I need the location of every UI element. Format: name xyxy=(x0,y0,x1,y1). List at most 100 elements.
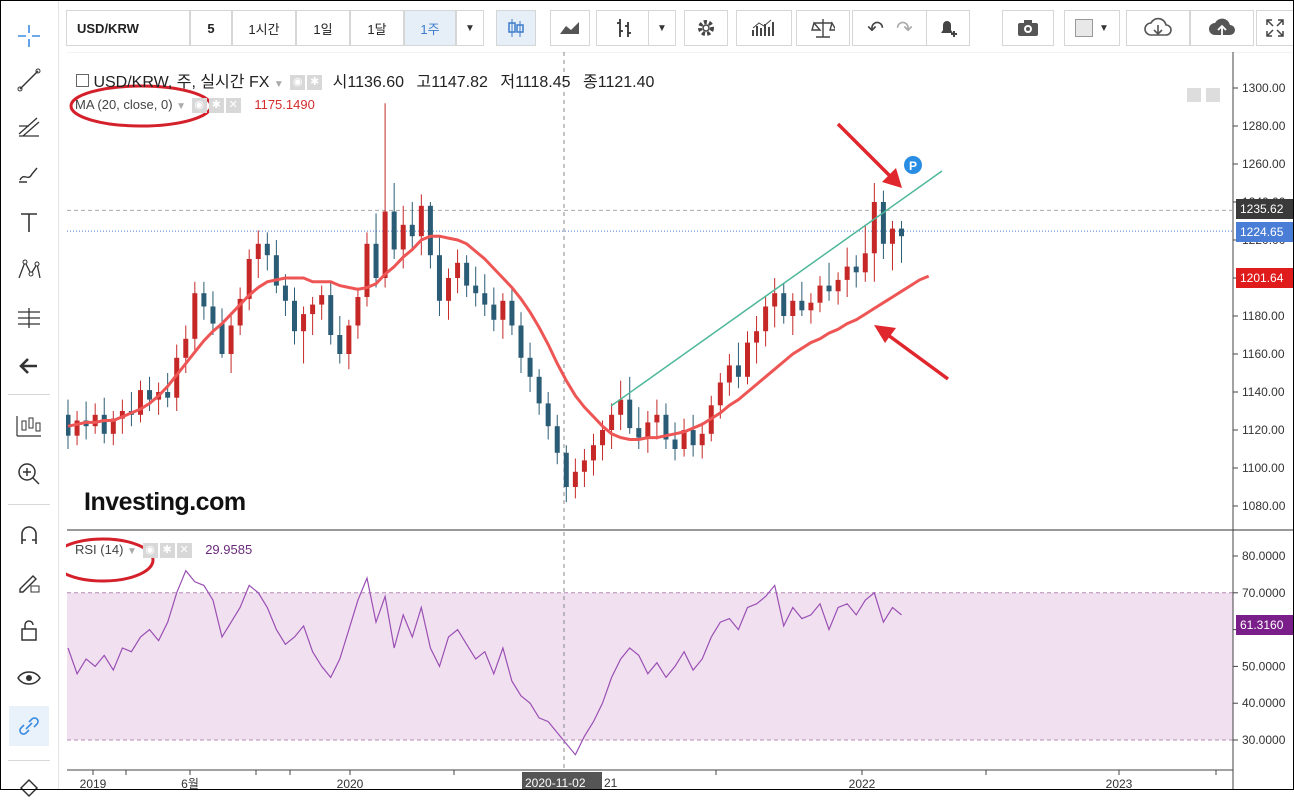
trendline[interactable] xyxy=(610,170,943,407)
save-layout-button[interactable] xyxy=(1190,10,1254,46)
close-icon[interactable]: ✕ xyxy=(176,543,192,559)
candle-body xyxy=(563,452,569,487)
candle-body xyxy=(219,323,225,354)
price-tick-label: 1160.00 xyxy=(1242,347,1285,361)
zoom-icon[interactable] xyxy=(9,454,49,494)
interval-dropdown[interactable]: ▼ xyxy=(456,10,484,46)
interval-1h[interactable]: 1시간 xyxy=(232,10,296,46)
event-marker[interactable]: P xyxy=(904,156,922,174)
text-tool-icon[interactable] xyxy=(9,202,49,242)
candle-style-button[interactable] xyxy=(496,10,536,46)
candle-body xyxy=(328,295,334,335)
screenshot-button[interactable] xyxy=(1002,10,1054,46)
line-style-button[interactable] xyxy=(550,10,590,46)
style-dropdown[interactable]: ▼ xyxy=(648,10,676,46)
move-down-button[interactable] xyxy=(1187,88,1201,102)
area-chart-icon xyxy=(560,22,579,34)
close-icon[interactable]: ✕ xyxy=(225,98,241,114)
price-tick-label: 1080.00 xyxy=(1242,499,1286,513)
eye-icon[interactable] xyxy=(9,658,49,698)
unlock-icon[interactable] xyxy=(9,610,49,650)
price-tick-label: 1140.00 xyxy=(1242,385,1285,399)
candle-body xyxy=(246,259,252,299)
candle-body xyxy=(672,439,678,449)
interval-1w[interactable]: 1주 xyxy=(404,10,456,46)
gear-icon[interactable]: ✱ xyxy=(307,75,323,91)
alert-button[interactable] xyxy=(926,10,970,46)
candle-body xyxy=(137,390,143,415)
brush-icon[interactable] xyxy=(9,154,49,194)
legend-title: USD/KRW, 주, 실시간 FX xyxy=(93,74,270,91)
candle-body xyxy=(590,445,596,461)
visibility-icon[interactable]: ◉ xyxy=(191,98,207,114)
price-tag-ma: 1201.64 xyxy=(1236,267,1294,288)
candle-body xyxy=(292,300,297,332)
candle-body xyxy=(572,471,578,487)
interval-5[interactable]: 5 xyxy=(190,10,232,46)
gear-icon[interactable]: ✱ xyxy=(208,98,224,114)
high-value: 1147.82 xyxy=(431,74,488,91)
pattern-icon[interactable] xyxy=(9,250,49,290)
chevron-down-icon[interactable]: ▼ xyxy=(127,546,137,557)
fib-tools-icon[interactable] xyxy=(9,106,49,146)
candle-body xyxy=(772,293,778,307)
load-layout-button[interactable] xyxy=(1126,10,1190,46)
magnet-icon[interactable] xyxy=(9,516,49,556)
visibility-icon[interactable]: ◉ xyxy=(290,75,306,91)
high-label: 고 xyxy=(416,74,432,91)
fullscreen-button[interactable] xyxy=(1256,10,1294,46)
price-tag-rsi: 61.3160 xyxy=(1236,614,1294,635)
trend-line-icon[interactable] xyxy=(9,60,49,100)
candle-body xyxy=(482,293,488,305)
back-arrow-icon[interactable] xyxy=(9,346,49,386)
candle-body xyxy=(581,460,587,472)
color-swatch xyxy=(1075,19,1094,37)
time-tick-label: 6월 xyxy=(181,777,199,790)
compare-button[interactable] xyxy=(796,10,850,46)
candle-body xyxy=(391,211,397,250)
chevron-down-icon[interactable]: ▼ xyxy=(273,79,284,90)
cursor-date-label: 2020-11-02 xyxy=(525,776,586,790)
symbol-search[interactable]: USD/KRW xyxy=(66,10,190,46)
chart-area: 1300.001280.001260.001240.001220.001200.… xyxy=(51,51,1294,791)
lock-pencil-icon[interactable] xyxy=(9,562,49,602)
visibility-icon[interactable]: ◉ xyxy=(142,543,158,559)
candle-body xyxy=(735,365,741,377)
more-button[interactable] xyxy=(1206,88,1220,102)
candle-body xyxy=(699,433,705,446)
rsi-tick-label: 30.0000 xyxy=(1242,733,1286,747)
settings-button[interactable] xyxy=(684,10,728,46)
interval-1d[interactable]: 1일 xyxy=(296,10,350,46)
main-legend: USD/KRW, 주, 실시간 FX ▼ ◉ ✱ 시1136.60 고1147.8… xyxy=(76,68,654,92)
collapse-icon[interactable] xyxy=(76,74,89,88)
indicators-button[interactable] xyxy=(736,10,792,46)
color-picker-button[interactable]: ▼ xyxy=(1064,10,1120,46)
ma-value: 1175.1490 xyxy=(254,97,315,112)
bar-style-button[interactable] xyxy=(596,10,652,46)
candles-icon[interactable] xyxy=(9,406,49,446)
redo-icon[interactable]: ↷ xyxy=(896,17,913,40)
undo-icon[interactable]: ↶ xyxy=(867,17,884,40)
candle-body xyxy=(319,295,325,305)
candle-body xyxy=(301,314,307,332)
candle-body xyxy=(310,304,316,315)
measure-icon[interactable] xyxy=(9,298,49,338)
rsi-tick-label: 50.0000 xyxy=(1242,659,1286,673)
chevron-down-icon[interactable]: ▼ xyxy=(176,101,187,112)
candle-body xyxy=(228,325,234,354)
rsi-label[interactable]: RSI (14) xyxy=(75,542,124,557)
link-icon[interactable] xyxy=(9,706,49,746)
candle-body xyxy=(636,428,642,438)
interval-1m[interactable]: 1달 xyxy=(350,10,404,46)
gear-icon[interactable]: ✱ xyxy=(159,543,175,559)
candle-body xyxy=(282,285,288,301)
crosshair-icon[interactable] xyxy=(9,16,49,56)
ma-label[interactable]: MA (20, close, 0) xyxy=(75,97,173,112)
open-label: 시 xyxy=(332,74,348,91)
candle-body xyxy=(264,243,270,256)
candle-body xyxy=(355,297,361,326)
candle-body xyxy=(763,306,769,332)
candle-body xyxy=(835,279,841,292)
candle-body xyxy=(165,392,171,398)
